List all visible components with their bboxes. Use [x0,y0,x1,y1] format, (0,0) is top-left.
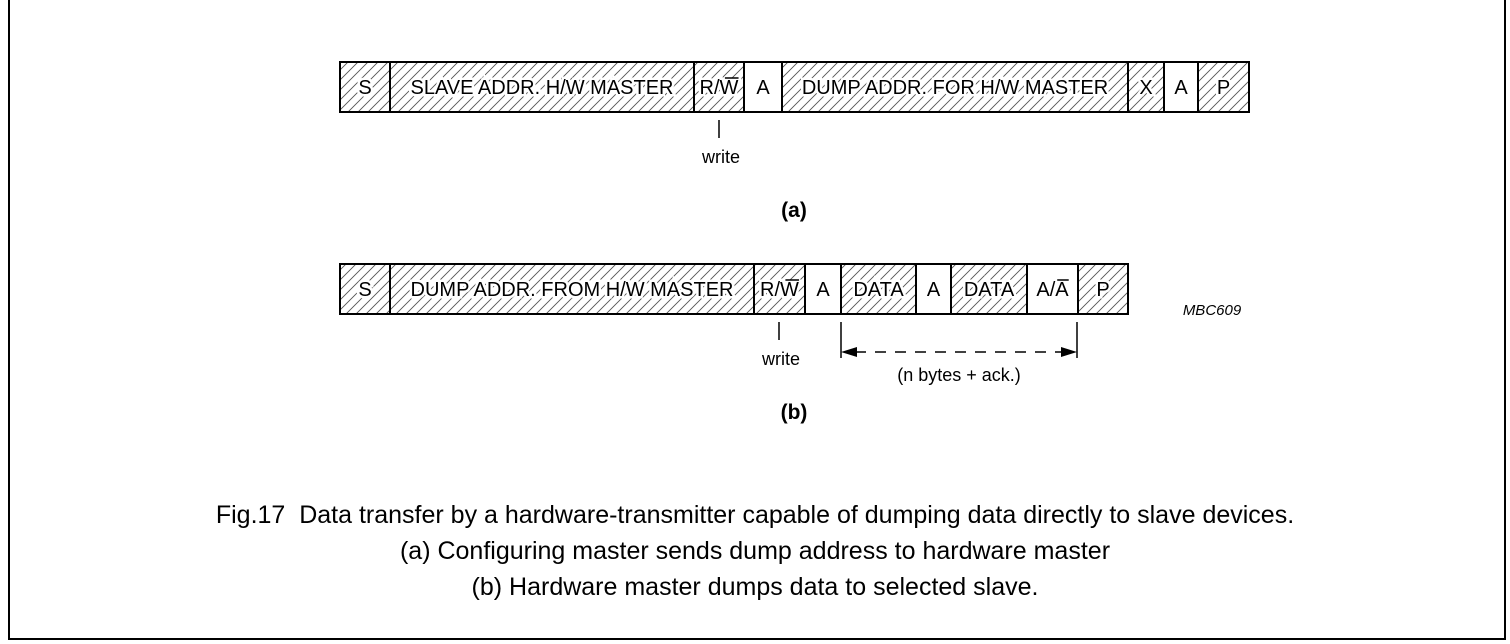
figure-code: MBC609 [1183,302,1242,319]
frame-a: S SLAVE ADDR. H/W MASTER R/W A DUMP ADDR. FO… [339,61,1250,222]
frame-a-cell-label: DUMP ADDR. FOR H/W MASTER [802,77,1108,99]
frame-b-cell-label: P [1096,279,1109,301]
frame-b-cell-4: DATA [840,263,917,315]
frame-a-cell-7: P [1197,61,1250,113]
frame-b-cell-0: S [339,263,391,315]
frame-b-cell-label: DATA [853,279,904,301]
frame-a-cell-label: SLAVE ADDR. H/W MASTER [410,77,673,99]
frame-b-cell-3: A [804,263,842,315]
frame-a-cell-6: A [1163,61,1199,113]
frame-b-cell-label: S [358,279,371,301]
frame-a-cell-3: A [743,61,783,113]
byte-range-label: (n bytes + ack.) [897,365,1021,385]
frame-a-cell-4: DUMP ADDR. FOR H/W MASTER [781,61,1129,113]
frame-a-cell-label: A [756,77,770,99]
frame-b-cell-label: DATA [964,279,1015,301]
subfigure-label-a: (a) [781,199,807,222]
subfigure-label-b: (b) [781,401,808,424]
frame-a-cell-label: P [1217,77,1230,99]
caption-line-3: (b) Hardware master dumps data to select… [471,573,1039,601]
frame-b-cell-label: A [927,279,941,301]
caption-line-2: (a) Configuring master sends dump addres… [399,537,1111,565]
frame-b-cell-label: R/W [760,279,799,301]
frame-b-cell-label: A [816,279,830,301]
frame-a-cell-label: R/W [700,77,739,99]
frame-b-cell-8: P [1077,263,1129,315]
frame-a-write-label: write [701,147,740,167]
frame-a-cell-1: SLAVE ADDR. H/W MASTER [389,61,695,113]
frame-a-cell-0: S [339,61,391,113]
frame-b-cell-1: DUMP ADDR. FROM H/W MASTER [389,263,755,315]
frame-b-cell-7: A/A [1026,263,1079,315]
frame-b: S DUMP ADDR. FROM H/W MASTER R/W A DATA A DATA… [339,263,1129,424]
frame-b-write-label: write [761,349,800,369]
frame-b-cell-label: DUMP ADDR. FROM H/W MASTER [411,279,734,301]
frame-a-cell-label: A [1174,77,1188,99]
frame-b-cell-6: DATA [950,263,1028,315]
frame-a-cell-2: R/W [693,61,745,113]
frame-b-cell-2: R/W [753,263,806,315]
frame-b-cell-label: A/A [1036,279,1069,301]
frame-a-cell-5: X [1127,61,1165,113]
caption-line-1: Fig.17 Data transfer by a hardware-trans… [215,501,1295,529]
figure-frame [8,0,1506,640]
frame-a-cell-label: S [358,77,371,99]
frame-a-cell-label: X [1139,77,1152,99]
frame-b-cell-5: A [915,263,952,315]
byte-range-arrow [840,322,1078,358]
